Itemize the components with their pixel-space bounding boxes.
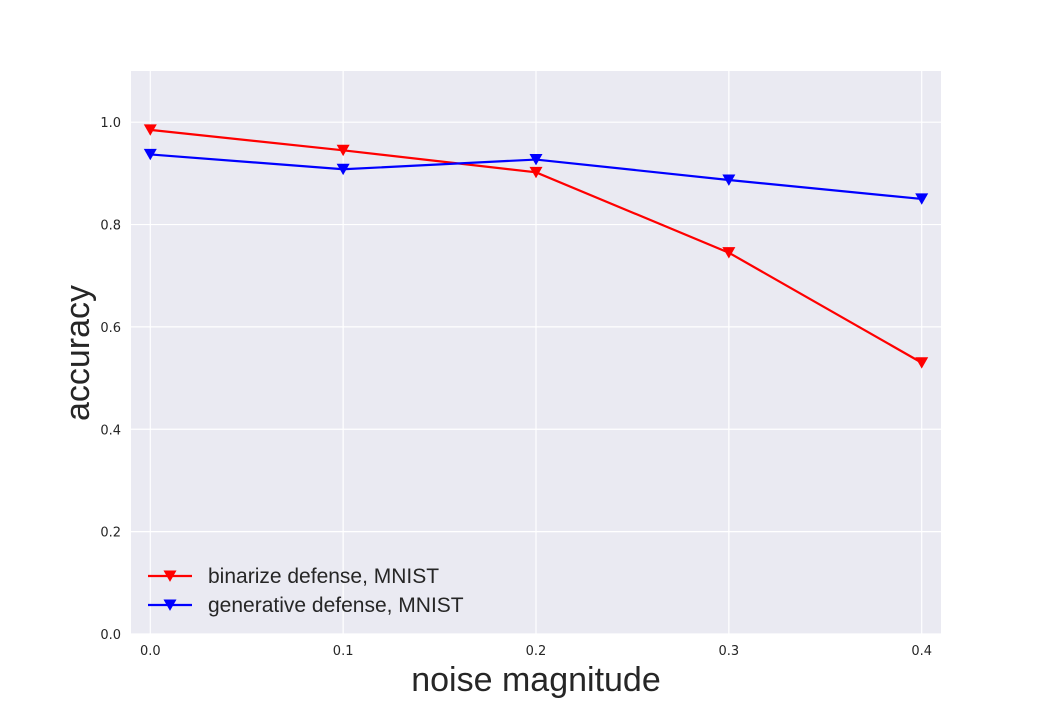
y-tick-label: 0.8 — [100, 219, 121, 234]
x-tick-label: 0.0 — [140, 644, 161, 659]
data-point — [143, 124, 157, 136]
legend: binarize defense, MNIST generative defens… — [148, 565, 464, 617]
y-tick-label: 1.0 — [100, 116, 121, 131]
x-tick-label: 0.2 — [526, 644, 547, 659]
legend-marker — [163, 570, 177, 582]
tick-labels: 0.0 0.1 0.2 0.3 0.4 0.0 0.2 0.4 0.6 0.8 1.0 — [100, 116, 932, 659]
x-tick-label: 0.4 — [911, 644, 932, 659]
y-tick-label: 0.6 — [100, 321, 121, 336]
x-axis-label: noise magnitude — [411, 661, 661, 699]
legend-marker — [163, 599, 177, 611]
series-layer — [143, 124, 929, 369]
data-point — [336, 144, 350, 157]
data-point — [336, 163, 350, 176]
data-point — [722, 174, 736, 186]
data-point — [143, 148, 157, 161]
y-tick-label: 0.2 — [100, 526, 121, 541]
data-point — [529, 166, 543, 179]
x-tick-label: 0.3 — [719, 644, 740, 659]
data-point — [915, 193, 929, 205]
y-tick-label: 0.4 — [100, 423, 121, 438]
x-tick-label: 0.1 — [333, 644, 354, 659]
legend-label: generative defense, MNIST — [208, 594, 464, 617]
data-point — [529, 154, 543, 166]
data-point — [915, 357, 929, 369]
legend-label: binarize defense, MNIST — [208, 565, 439, 588]
y-axis-label: accuracy — [59, 285, 97, 421]
data-point — [722, 247, 736, 259]
y-tick-label: 0.0 — [100, 628, 121, 643]
